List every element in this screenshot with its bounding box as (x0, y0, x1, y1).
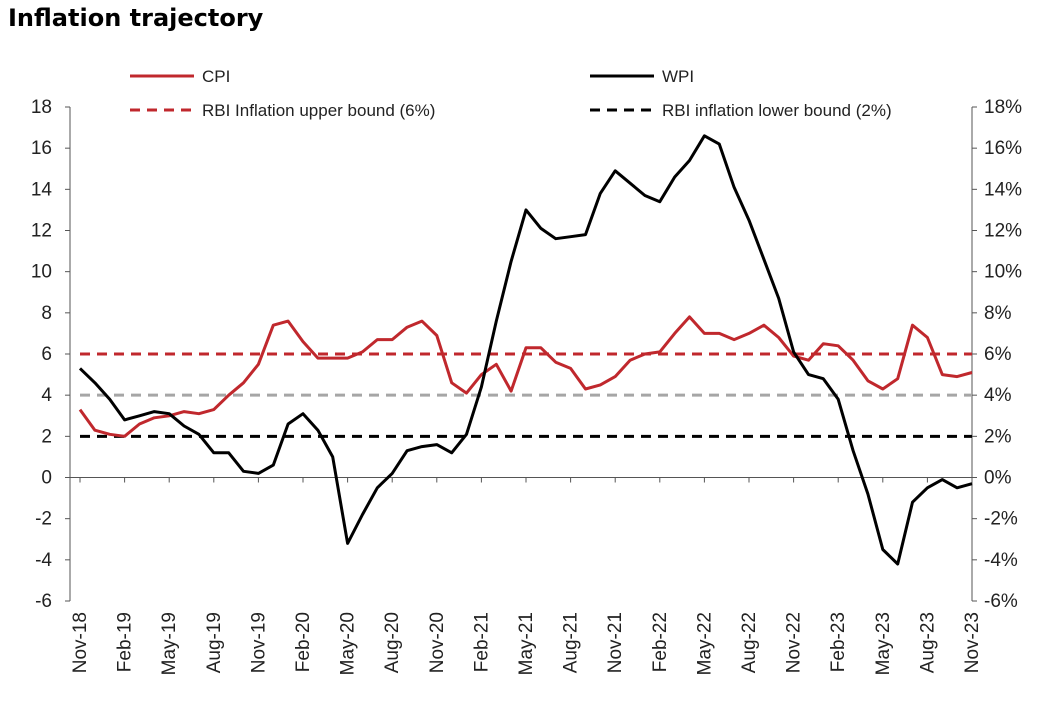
left-y-tick-label: 4 (41, 385, 52, 406)
right-y-tick-label: 18% (984, 97, 1022, 118)
legend-label: WPI (662, 67, 694, 86)
right-y-tick-label: -6% (984, 591, 1018, 612)
x-tick-label: Aug-23 (917, 612, 938, 673)
x-tick-label: May-19 (159, 612, 180, 675)
series-line-wpi (78, 134, 973, 566)
left-y-tick-label: 18 (31, 97, 52, 118)
left-y-tick-label: 8 (41, 303, 52, 324)
right-y-tick-label: 6% (984, 344, 1012, 365)
series-lines (78, 134, 973, 566)
right-y-tick-label: 12% (984, 221, 1022, 242)
x-tick-label: Nov-23 (962, 612, 983, 673)
x-tick-label: Nov-18 (70, 612, 91, 673)
x-tick-label: Aug-21 (561, 612, 582, 673)
x-tick-label: Nov-22 (784, 612, 805, 673)
reference-lines (80, 352, 972, 438)
left-y-tick-label: -2 (35, 509, 52, 530)
right-y-tick-label: 0% (984, 468, 1012, 489)
x-tick-label: Aug-19 (204, 612, 225, 673)
left-y-tick-label: -4 (35, 550, 52, 571)
x-tick-label: Aug-22 (739, 612, 760, 673)
right-y-tick-label: 2% (984, 426, 1012, 447)
left-y-tick-label: 14 (31, 179, 53, 200)
series-line-cpi (78, 315, 973, 438)
x-tick-label: Nov-20 (427, 612, 448, 673)
right-y-tick-label: -4% (984, 550, 1018, 571)
left-y-tick-label: 10 (31, 262, 52, 283)
chart-axes: -6 -6% -4 -4% -2 -2% 0 0% 2 2% 4 4% 6 6% 8 8% 10 10% 12 12%… (31, 97, 1022, 675)
x-tick-label: Feb-19 (115, 612, 136, 672)
x-tick-label: Feb-22 (650, 612, 671, 672)
x-tick-label: May-20 (338, 612, 359, 675)
x-tick-label: Feb-20 (293, 612, 314, 672)
x-tick-label: Nov-19 (248, 612, 269, 673)
x-tick-label: Feb-21 (471, 612, 492, 672)
left-y-tick-label: 16 (31, 138, 52, 159)
right-y-tick-label: 16% (984, 138, 1022, 159)
left-y-tick-label: 2 (41, 426, 52, 447)
right-y-tick-label: -2% (984, 509, 1018, 530)
chart-legend: CPI WPI RBI Inflation upper bound (6%) RBI … (130, 67, 892, 120)
x-tick-label: Nov-21 (605, 612, 626, 673)
x-tick-label: Aug-20 (382, 612, 403, 673)
x-tick-label: May-21 (516, 612, 537, 675)
legend-label: RBI inflation lower bound (2%) (662, 101, 892, 120)
left-y-tick-label: 12 (31, 221, 52, 242)
right-y-tick-label: 10% (984, 262, 1022, 283)
left-y-tick-label: 0 (41, 468, 52, 489)
left-y-tick-label: 6 (41, 344, 52, 365)
legend-label: CPI (202, 67, 230, 86)
right-y-tick-label: 4% (984, 385, 1012, 406)
x-tick-label: May-22 (694, 612, 715, 675)
x-tick-label: Feb-23 (828, 612, 849, 672)
chart-title: Inflation trajectory (8, 4, 264, 32)
left-y-tick-label: -6 (35, 591, 52, 612)
right-y-tick-label: 8% (984, 303, 1012, 324)
right-y-tick-label: 14% (984, 179, 1022, 200)
x-tick-label: May-23 (873, 612, 894, 675)
legend-label: RBI Inflation upper bound (6%) (202, 101, 435, 120)
